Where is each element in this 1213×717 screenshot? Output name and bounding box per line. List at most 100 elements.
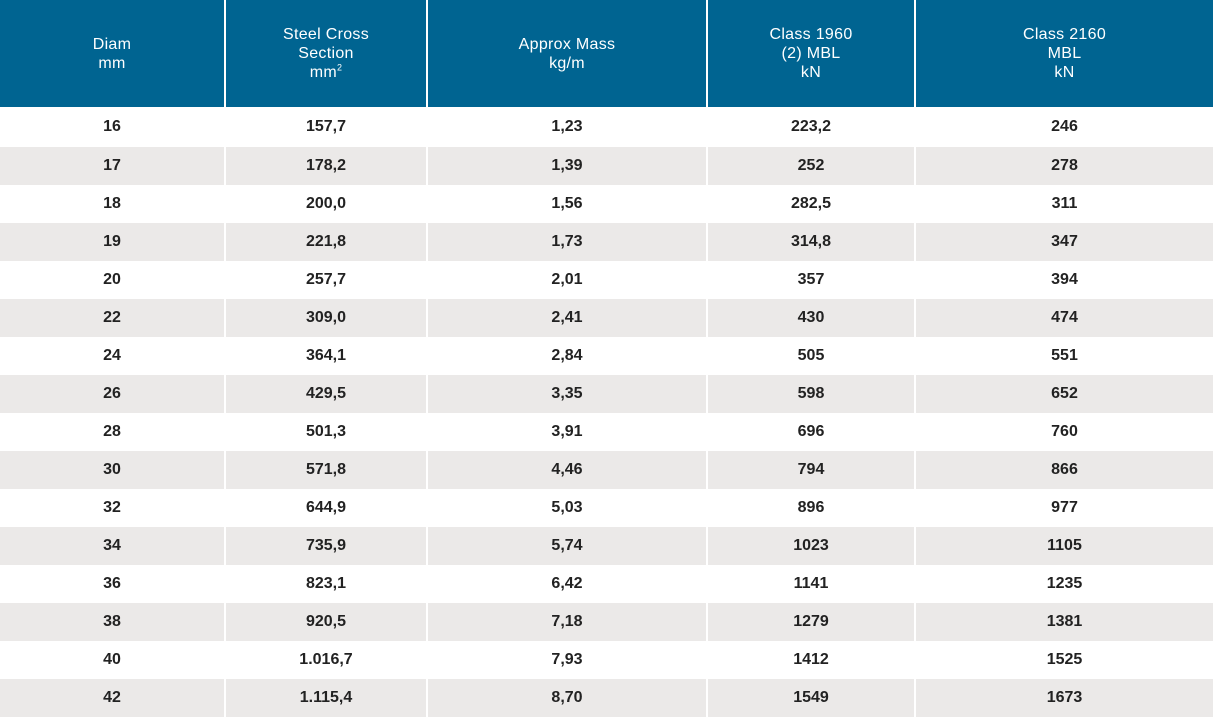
- mbl-1960-cell: 505: [707, 337, 916, 375]
- mbl-1960-cell: 696: [707, 413, 916, 451]
- mass-cell: 2,01: [427, 261, 708, 299]
- mass-cell: 2,84: [427, 337, 708, 375]
- diameter-cell: 17: [0, 147, 226, 185]
- cross-section-cell: 1.016,7: [225, 641, 428, 679]
- mbl-1960-cell: 1279: [707, 603, 916, 641]
- header-class-1960-mbl: Class 1960 (2) MBL kN: [707, 0, 916, 107]
- table-body: 16 157,7 1,23 223,2 246 17 178,2 1,39 252 278 18 20…: [0, 107, 1213, 717]
- cross-section-cell: 200,0: [225, 185, 428, 223]
- mass-cell: 4,46: [427, 451, 708, 489]
- mbl-2160-cell: 1525: [915, 641, 1213, 679]
- header-line: Steel Cross: [283, 26, 369, 43]
- mbl-2160-cell: 246: [915, 107, 1213, 147]
- table-row: 34 735,9 5,74 1023 1105: [0, 527, 1213, 565]
- table-row: 30 571,8 4,46 794 866: [0, 451, 1213, 489]
- header-approx-mass: Approx Mass kg/m: [427, 0, 708, 107]
- cross-section-cell: 571,8: [225, 451, 428, 489]
- table-row: 18 200,0 1,56 282,5 311: [0, 185, 1213, 223]
- header-line: kg/m: [549, 54, 585, 72]
- table-row: 24 364,1 2,84 505 551: [0, 337, 1213, 375]
- mass-cell: 1,39: [427, 147, 708, 185]
- mbl-2160-cell: 866: [915, 451, 1213, 489]
- diameter-cell: 18: [0, 185, 226, 223]
- mbl-2160-cell: 278: [915, 147, 1213, 185]
- header-line: (2) MBL: [781, 45, 841, 62]
- mbl-2160-cell: 977: [915, 489, 1213, 527]
- mbl-1960-cell: 1549: [707, 679, 916, 717]
- cross-section-cell: 1.115,4: [225, 679, 428, 717]
- header-unit-text: mm: [309, 64, 337, 81]
- diameter-cell: 40: [0, 641, 226, 679]
- cross-section-cell: 257,7: [225, 261, 428, 299]
- mbl-1960-cell: 896: [707, 489, 916, 527]
- mass-cell: 7,18: [427, 603, 708, 641]
- mass-cell: 1,73: [427, 223, 708, 261]
- mbl-2160-cell: 474: [915, 299, 1213, 337]
- cross-section-cell: 178,2: [225, 147, 428, 185]
- mbl-2160-cell: 347: [915, 223, 1213, 261]
- mass-cell: 5,03: [427, 489, 708, 527]
- mbl-1960-cell: 1141: [707, 565, 916, 603]
- diameter-cell: 32: [0, 489, 226, 527]
- table-row: 16 157,7 1,23 223,2 246: [0, 107, 1213, 147]
- mbl-1960-cell: 430: [707, 299, 916, 337]
- cross-section-cell: 429,5: [225, 375, 428, 413]
- header-steel-cross-section: Steel Cross Section mm2: [225, 0, 428, 107]
- table-header: Diam mm Steel Cross Section mm2 Approx M…: [0, 0, 1213, 107]
- table-row: 38 920,5 7,18 1279 1381: [0, 603, 1213, 641]
- mbl-1960-cell: 794: [707, 451, 916, 489]
- diameter-cell: 20: [0, 261, 226, 299]
- header-unit-superscript: 2: [336, 62, 343, 73]
- mbl-2160-cell: 652: [915, 375, 1213, 413]
- header-line: Approx Mass: [518, 35, 616, 53]
- mbl-1960-cell: 1412: [707, 641, 916, 679]
- table-row: 28 501,3 3,91 696 760: [0, 413, 1213, 451]
- table-row: 20 257,7 2,01 357 394: [0, 261, 1213, 299]
- cross-section-cell: 221,8: [225, 223, 428, 261]
- mbl-1960-cell: 223,2: [707, 107, 916, 147]
- header-line: Diam: [92, 35, 132, 53]
- mass-cell: 3,91: [427, 413, 708, 451]
- header-row: Diam mm Steel Cross Section mm2 Approx M…: [0, 0, 1213, 107]
- cross-section-cell: 735,9: [225, 527, 428, 565]
- mbl-2160-cell: 551: [915, 337, 1213, 375]
- cross-section-cell: 823,1: [225, 565, 428, 603]
- header-line: Class 1960: [769, 26, 853, 43]
- mass-cell: 2,41: [427, 299, 708, 337]
- table-row: 42 1.115,4 8,70 1549 1673: [0, 679, 1213, 717]
- header-unit: mm2: [226, 63, 426, 82]
- header-diameter: Diam mm: [0, 0, 226, 107]
- table-row: 40 1.016,7 7,93 1412 1525: [0, 641, 1213, 679]
- cross-section-cell: 501,3: [225, 413, 428, 451]
- diameter-cell: 26: [0, 375, 226, 413]
- header-class-2160-mbl: Class 2160 MBL kN: [915, 0, 1213, 107]
- cross-section-cell: 644,9: [225, 489, 428, 527]
- header-line: Section: [298, 45, 354, 62]
- mbl-2160-cell: 1105: [915, 527, 1213, 565]
- header-line: Class 2160: [1022, 26, 1107, 43]
- mbl-1960-cell: 357: [707, 261, 916, 299]
- cross-section-cell: 920,5: [225, 603, 428, 641]
- mbl-1960-cell: 314,8: [707, 223, 916, 261]
- mass-cell: 7,93: [427, 641, 708, 679]
- diameter-cell: 36: [0, 565, 226, 603]
- table-row: 17 178,2 1,39 252 278: [0, 147, 1213, 185]
- mbl-2160-cell: 394: [915, 261, 1213, 299]
- header-line: kN: [1054, 64, 1075, 81]
- header-line: mm: [98, 54, 126, 72]
- table-row: 26 429,5 3,35 598 652: [0, 375, 1213, 413]
- cross-section-cell: 309,0: [225, 299, 428, 337]
- diameter-cell: 24: [0, 337, 226, 375]
- diameter-cell: 42: [0, 679, 226, 717]
- mbl-2160-cell: 1235: [915, 565, 1213, 603]
- table-row: 22 309,0 2,41 430 474: [0, 299, 1213, 337]
- diameter-cell: 30: [0, 451, 226, 489]
- mass-cell: 3,35: [427, 375, 708, 413]
- mbl-1960-cell: 1023: [707, 527, 916, 565]
- mbl-2160-cell: 1381: [915, 603, 1213, 641]
- diameter-cell: 34: [0, 527, 226, 565]
- table-row: 32 644,9 5,03 896 977: [0, 489, 1213, 527]
- mbl-2160-cell: 311: [915, 185, 1213, 223]
- cross-section-cell: 364,1: [225, 337, 428, 375]
- mass-cell: 5,74: [427, 527, 708, 565]
